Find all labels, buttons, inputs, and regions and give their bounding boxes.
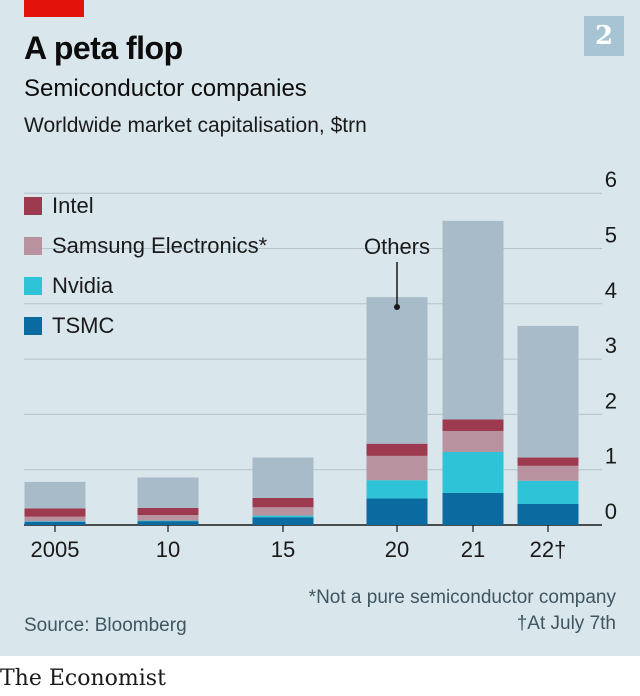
x-tick-label: 20 [385,537,409,562]
y-tick-label: 0 [605,499,617,524]
legend-label: Intel [52,193,94,218]
legend-swatch [24,197,42,215]
bar-samsungelectronics-1 [137,515,199,521]
bar-nvidia-1 [137,520,199,522]
bar-others-2 [252,457,314,498]
y-tick-label: 1 [605,444,617,469]
bar-samsungelectronics-2 [252,507,314,516]
bar-intel-0 [24,508,86,517]
legend-label: TSMC [52,313,115,338]
bar-others-5 [517,325,579,458]
bar-intel-4 [442,419,504,431]
bar-tsmc-1 [137,521,199,525]
legend-swatch [24,317,42,335]
bar-nvidia-2 [252,515,314,518]
bar-nvidia-5 [517,480,579,504]
legend-label: Samsung Electronics* [52,233,268,258]
brand-red-bar [24,0,84,17]
bar-intel-5 [517,457,579,466]
bar-samsungelectronics-4 [442,430,504,453]
bar-tsmc-0 [24,521,86,525]
bar-tsmc-2 [252,517,314,525]
x-tick-label: 21 [461,537,485,562]
others-annotation-label: Others [364,234,430,259]
publisher-logo: The Economist [0,666,166,691]
source-label: Source: Bloomberg [24,615,187,636]
bar-tsmc-3 [366,498,428,525]
bar-intel-3 [366,443,428,456]
x-tick-label: 10 [156,537,180,562]
footnote-dagger: †At July 7th [516,613,616,634]
chart-title: A peta flop [24,30,183,66]
footnote-asterisk: *Not a pure semiconductor company [308,587,616,608]
x-tick-label: 22† [530,537,567,562]
annotation: Others [364,234,430,310]
legend-swatch [24,277,42,295]
bar-samsungelectronics-5 [517,465,579,481]
y-tick-labels: 0 1 2 3 4 5 6 [605,167,617,524]
bar-nvidia-4 [442,452,504,493]
bar-intel-1 [137,507,199,516]
x-tick-labels: 2005 10 15 20 21 22† [31,525,567,562]
chart-subtitle: Semiconductor companies [24,75,307,102]
bar-tsmc-5 [517,503,579,525]
annotation-dot [394,304,400,310]
stacked-bar-chart: 0 1 2 3 4 5 6 2005 10 15 20 21 22† Others [24,167,617,562]
bar-intel-2 [252,497,314,508]
bar-others-3 [366,297,428,444]
bars [24,220,579,525]
chart-units: Worldwide market capitalisation, $trn [24,114,367,137]
chart-number-badge: 2 [584,16,624,56]
bar-samsungelectronics-3 [366,455,428,481]
y-tick-label: 3 [605,333,617,358]
legend-swatch [24,237,42,255]
y-tick-label: 4 [605,278,617,303]
x-tick-label: 2005 [31,537,80,562]
bar-tsmc-4 [442,492,504,525]
bar-others-1 [137,477,199,508]
bar-nvidia-3 [366,480,428,499]
legend-label: Nvidia [52,273,114,298]
x-tick-label: 15 [271,537,295,562]
bar-others-4 [442,220,504,420]
bar-samsungelectronics-0 [24,516,86,522]
y-tick-label: 5 [605,223,617,248]
y-tick-label: 2 [605,388,617,413]
y-tick-label: 6 [605,167,617,192]
bar-others-0 [24,481,86,509]
bar-nvidia-0 [24,521,86,522]
